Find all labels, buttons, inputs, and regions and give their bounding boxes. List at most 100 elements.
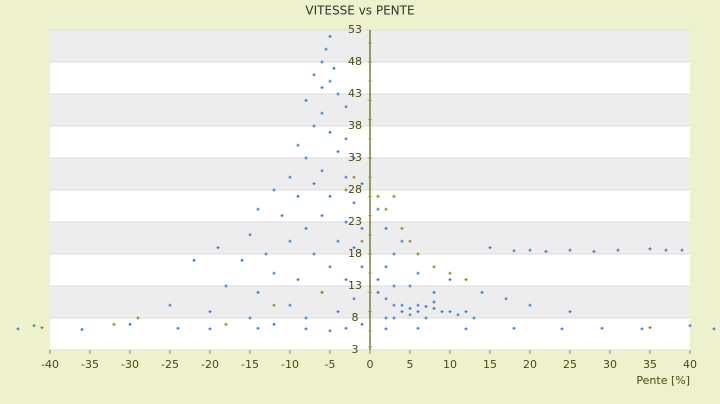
point: [224, 322, 228, 326]
point: [320, 290, 324, 294]
point: [408, 239, 412, 243]
point: [288, 303, 292, 307]
point: [336, 239, 340, 243]
point: [384, 327, 388, 331]
point: [528, 248, 532, 252]
point: [368, 60, 372, 64]
point: [320, 111, 324, 115]
point: [224, 284, 228, 288]
point: [336, 150, 340, 154]
point: [304, 226, 308, 230]
x-tick-label: -25: [161, 358, 179, 371]
point: [408, 313, 412, 317]
y-tick-label: 23: [348, 215, 362, 228]
point: [400, 239, 404, 243]
point: [344, 175, 348, 179]
point: [688, 324, 692, 328]
point: [312, 73, 316, 77]
point: [568, 310, 572, 314]
point: [448, 271, 452, 275]
x-tick-label: -10: [281, 358, 299, 371]
point: [328, 79, 332, 83]
point: [464, 278, 468, 282]
point: [344, 188, 348, 192]
point: [256, 207, 260, 211]
point: [400, 303, 404, 307]
point: [296, 278, 300, 282]
point: [368, 41, 372, 45]
point: [304, 98, 308, 102]
point: [296, 143, 300, 147]
point: [256, 326, 260, 330]
point: [384, 316, 388, 320]
point: [384, 226, 388, 230]
x-tick-label: 5: [407, 358, 414, 371]
point: [128, 322, 132, 326]
point: [416, 310, 420, 314]
point: [304, 316, 308, 320]
point: [32, 324, 36, 328]
x-tick-label: 25: [563, 358, 577, 371]
point: [408, 306, 412, 310]
y-tick-label: 8: [352, 311, 359, 324]
point: [272, 188, 276, 192]
point: [208, 327, 212, 331]
point: [192, 258, 196, 262]
point: [376, 194, 380, 198]
point: [360, 226, 364, 230]
y-tick-label: 18: [348, 247, 362, 260]
point: [368, 271, 372, 275]
point: [368, 118, 372, 122]
point: [168, 303, 172, 307]
point: [344, 326, 348, 330]
point: [432, 265, 436, 269]
point: [368, 175, 372, 179]
point: [352, 156, 356, 160]
point: [312, 124, 316, 128]
point: [240, 258, 244, 262]
x-tick-label: 35: [643, 358, 657, 371]
x-tick-label: 40: [683, 358, 697, 371]
point: [400, 310, 404, 314]
point: [344, 278, 348, 282]
y-tick-label: 38: [348, 119, 362, 132]
x-tick-label: -20: [201, 358, 219, 371]
point: [264, 252, 268, 256]
point: [80, 328, 84, 332]
y-tick-label: 53: [348, 23, 362, 36]
point: [600, 326, 604, 330]
point: [328, 265, 332, 269]
point: [368, 156, 372, 160]
y-tick-label: 3: [352, 343, 359, 356]
x-tick-label: -30: [121, 358, 139, 371]
point: [664, 248, 668, 252]
point: [324, 47, 328, 51]
point: [464, 310, 468, 314]
point: [384, 265, 388, 269]
point: [328, 329, 332, 333]
point: [712, 327, 716, 331]
point: [392, 284, 396, 288]
point: [512, 326, 516, 330]
point: [344, 220, 348, 224]
point: [312, 182, 316, 186]
point: [360, 182, 364, 186]
point: [248, 233, 252, 237]
point: [272, 271, 276, 275]
point: [416, 271, 420, 275]
y-tick-label: 48: [348, 55, 362, 68]
point: [368, 194, 372, 198]
point: [400, 226, 404, 230]
point: [448, 278, 452, 282]
x-tick-label: 10: [443, 358, 457, 371]
point: [448, 310, 452, 314]
point: [560, 327, 564, 331]
point: [504, 297, 508, 301]
point: [376, 207, 380, 211]
point: [360, 322, 364, 326]
x-tick-label: 30: [603, 358, 617, 371]
x-axis-label: Pente [%]: [636, 374, 690, 387]
point: [360, 265, 364, 269]
point: [280, 214, 284, 218]
x-tick-label: 0: [367, 358, 374, 371]
